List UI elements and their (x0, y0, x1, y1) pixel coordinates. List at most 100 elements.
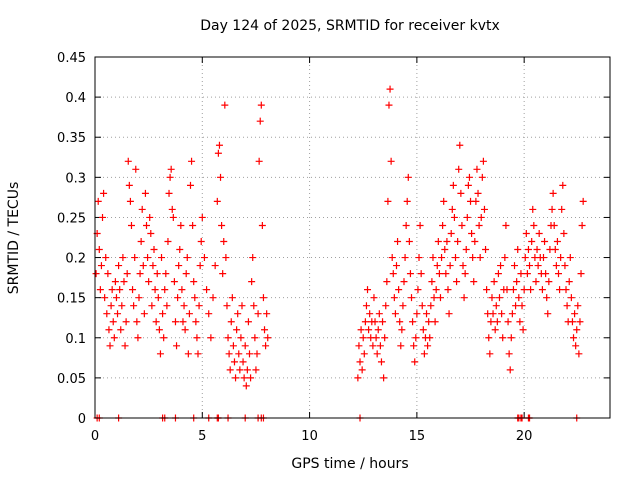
data-point (426, 334, 434, 342)
y-tick-label: 0.05 (57, 372, 86, 387)
data-point (365, 326, 373, 334)
data-point (453, 278, 461, 286)
data-point (110, 334, 118, 342)
data-point (186, 181, 194, 189)
data-point (544, 310, 552, 318)
data-point (239, 358, 247, 366)
data-point (112, 294, 120, 302)
data-point (374, 326, 382, 334)
data-point (158, 254, 166, 262)
data-point (177, 221, 185, 229)
data-point (450, 213, 458, 221)
data-point (179, 318, 187, 326)
data-point (100, 189, 108, 197)
data-point (175, 262, 183, 270)
data-point (565, 278, 573, 286)
x-tick-label: 10 (301, 429, 318, 444)
y-tick-label: 0.25 (57, 211, 86, 226)
data-point (122, 318, 130, 326)
data-point (513, 278, 521, 286)
data-point (443, 238, 451, 246)
data-point (501, 254, 509, 262)
data-point (383, 278, 391, 286)
data-point (469, 254, 477, 262)
data-point (405, 238, 413, 246)
data-point (131, 254, 139, 262)
data-point (553, 238, 561, 246)
data-point (359, 334, 367, 342)
data-point (195, 302, 203, 310)
data-point (391, 310, 399, 318)
data-point (115, 262, 123, 270)
data-point (237, 334, 245, 342)
data-point (176, 246, 184, 254)
data-point (412, 334, 420, 342)
data-point (218, 221, 226, 229)
data-point (152, 318, 160, 326)
data-point (92, 270, 100, 278)
data-point (197, 238, 205, 246)
data-point (463, 213, 471, 221)
data-point (433, 262, 441, 270)
data-point (483, 286, 491, 294)
data-point (257, 101, 265, 109)
data-point (521, 254, 529, 262)
data-point (487, 318, 495, 326)
data-point (117, 326, 125, 334)
data-point (103, 310, 111, 318)
data-point (178, 286, 186, 294)
data-point (417, 270, 425, 278)
data-point (532, 278, 540, 286)
data-point (404, 173, 412, 181)
data-point (121, 342, 129, 350)
data-point (243, 366, 251, 374)
data-point (499, 334, 507, 342)
data-point (571, 310, 579, 318)
data-point (139, 262, 147, 270)
data-point (397, 342, 405, 350)
data-point (188, 157, 196, 165)
data-point (211, 262, 219, 270)
data-point (406, 270, 414, 278)
data-point (191, 294, 199, 302)
data-point (259, 294, 267, 302)
data-point (577, 270, 585, 278)
data-point (549, 189, 557, 197)
data-point (369, 342, 377, 350)
data-point (473, 165, 481, 173)
data-point (162, 270, 170, 278)
data-point (456, 141, 464, 149)
data-point (235, 350, 243, 358)
data-point (440, 197, 448, 205)
data-point (205, 310, 213, 318)
data-point (95, 246, 103, 254)
data-point (248, 278, 256, 286)
data-point (452, 254, 459, 262)
data-point (159, 310, 167, 318)
x-tick-label: 15 (409, 429, 426, 444)
data-point (471, 238, 479, 246)
data-point (478, 173, 486, 181)
data-point (256, 117, 264, 125)
data-point (557, 254, 565, 262)
data-point (527, 286, 535, 294)
data-point (118, 302, 126, 310)
data-point (415, 254, 423, 262)
data-point (520, 286, 528, 294)
data-point (249, 254, 257, 262)
data-point (149, 262, 157, 270)
data-point (358, 366, 366, 374)
data-point (123, 270, 131, 278)
data-point (390, 294, 398, 302)
data-point (529, 205, 537, 213)
data-point (171, 318, 179, 326)
data-point (534, 262, 542, 270)
data-point (244, 318, 252, 326)
data-point (435, 270, 443, 278)
data-point (491, 326, 499, 334)
data-points (92, 85, 587, 422)
data-point (541, 238, 549, 246)
data-point (474, 189, 482, 197)
data-point (220, 238, 228, 246)
data-point (145, 278, 153, 286)
